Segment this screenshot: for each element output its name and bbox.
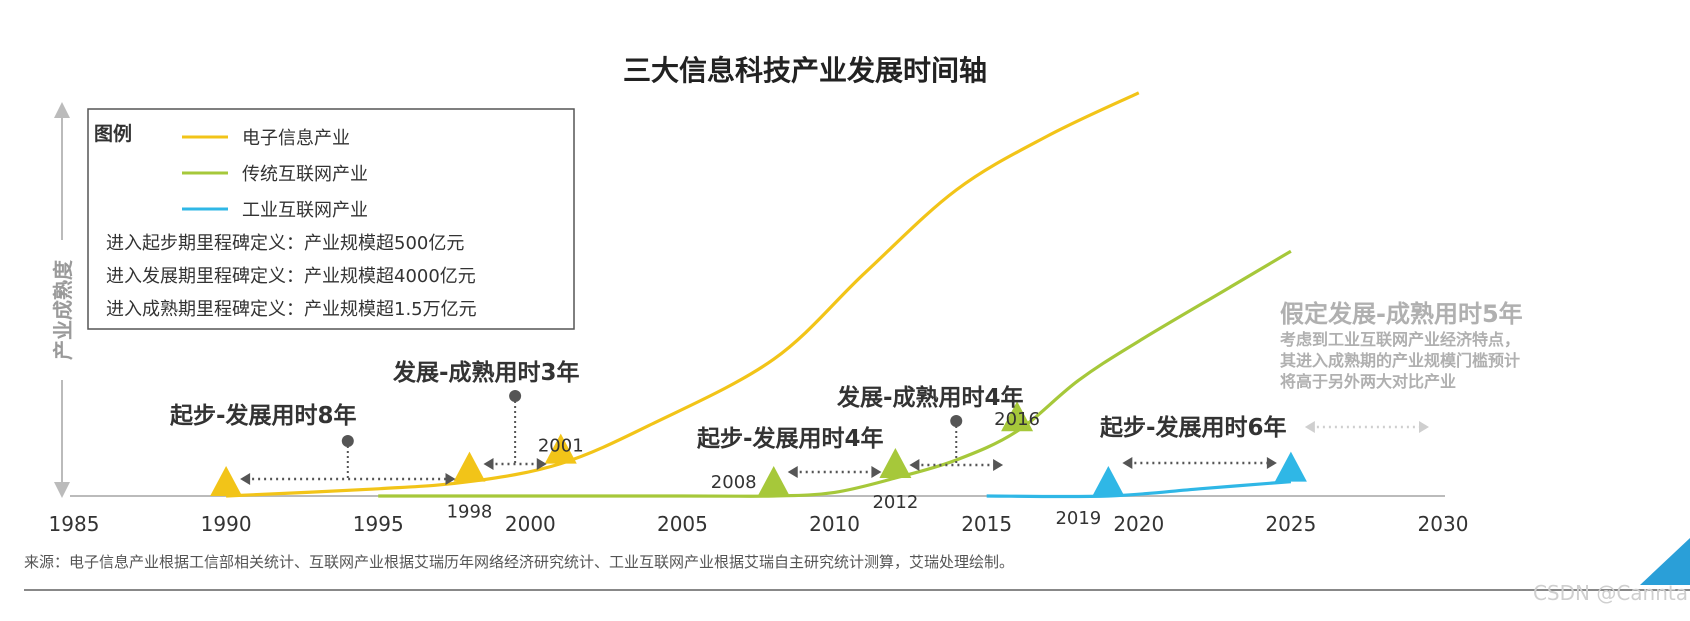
x-tick-label: 2015 <box>961 512 1012 536</box>
x-tick-label: 1985 <box>49 512 100 536</box>
source-note: 来源：电子信息产业根据工信部相关统计、互联网产业根据艾瑞历年网络经济研究统计、工… <box>24 553 1014 571</box>
x-axis-ticks: 1985 1990 1995 2000 2005 2010 2015 2020 2025 2030 <box>49 512 1469 536</box>
milestone-marker <box>210 466 243 496</box>
x-tick-label: 2010 <box>809 512 860 536</box>
y-axis-down-arrow-icon <box>54 482 70 498</box>
chart-title: 三大信息科技产业发展时间轴 <box>623 54 987 87</box>
duration-label: 起步-发展用时8年 <box>170 402 357 429</box>
milestone-marker <box>1274 451 1307 482</box>
arrow-left-icon <box>787 466 798 478</box>
milestone-marker <box>1001 401 1034 432</box>
corner-decoration <box>1640 538 1690 585</box>
milestone-markers: 1998 2001 2008 2012 2016 2019 <box>210 401 1307 529</box>
arrow-right-icon <box>445 473 456 485</box>
legend-entry-label: 传统互联网产业 <box>242 164 368 185</box>
callout-dot <box>341 435 354 447</box>
arrow-right-icon <box>993 459 1004 471</box>
milestone-marker <box>879 448 912 478</box>
duration-label: 发展-成熟用时3年 <box>392 359 580 386</box>
legend-definition: 进入发展期里程碑定义：产业规模超4000亿元 <box>106 266 476 287</box>
milestone-year-label: 2019 <box>1055 508 1101 529</box>
x-tick-label: 1990 <box>201 512 252 536</box>
duration-label: 假定发展-成熟用时5年 <box>1280 300 1523 328</box>
x-tick-label: 2030 <box>1418 512 1469 536</box>
milestone-marker <box>1092 466 1125 496</box>
milestone-year-label: 2016 <box>994 409 1040 430</box>
milestone-year-label: 2001 <box>538 436 584 457</box>
milestone-marker <box>757 466 790 496</box>
watermark: CSDN @Cannta <box>1533 581 1688 605</box>
x-tick-label: 1995 <box>353 512 404 536</box>
arrow-right-icon <box>1419 421 1429 433</box>
series-lines <box>226 91 1292 499</box>
arrow-left-icon <box>483 458 494 470</box>
arrow-right-icon <box>536 458 547 470</box>
y-axis: 产业成熟度 <box>51 102 75 498</box>
x-tick-label: 2025 <box>1265 512 1316 536</box>
legend-entry-label: 工业互联网产业 <box>242 200 368 221</box>
duration-label: 发展-成熟用时4年 <box>836 384 1024 411</box>
arrow-left-icon <box>909 459 920 471</box>
assumption-note: 考虑到工业互联网产业经济特点， 其进入成熟期的产业规模门槛预计将高于另外两大对比产… <box>1280 330 1520 391</box>
arrow-left-icon <box>1304 421 1315 433</box>
arrow-left-icon <box>1122 457 1133 469</box>
callout-dot <box>950 415 963 427</box>
legend-definition: 进入起步期里程碑定义：产业规模超500亿元 <box>106 233 464 254</box>
duration-label: 起步-发展用时6年 <box>1100 414 1287 441</box>
legend-title: 图例 <box>94 122 132 145</box>
arrow-right-icon <box>1266 457 1277 469</box>
x-tick-label: 2000 <box>505 512 556 536</box>
duration-label: 起步-发展用时4年 <box>697 425 884 452</box>
callout-dot <box>509 390 522 402</box>
legend-entry-label: 电子信息产业 <box>242 128 350 149</box>
assumption-note-line: 考虑到工业互联网产业经济特点， <box>1280 330 1520 349</box>
milestone-year-label: 2008 <box>711 472 757 493</box>
milestone-year-label: 2012 <box>872 492 918 513</box>
arrow-left-icon <box>240 473 251 485</box>
y-axis-label: 产业成熟度 <box>51 259 75 360</box>
milestone-year-label: 1998 <box>447 502 493 523</box>
milestone-marker <box>453 451 486 482</box>
arrow-right-icon <box>871 466 882 478</box>
assumption-note-line: 其进入成熟期的产业规模门槛预计 <box>1280 351 1520 370</box>
x-tick-label: 2005 <box>657 512 708 536</box>
legend-definition: 进入成熟期里程碑定义：产业规模超1.5万亿元 <box>106 299 477 320</box>
series-line-2 <box>986 480 1292 499</box>
x-tick-label: 2020 <box>1113 512 1164 536</box>
assumption-note-line: 将高于另外两大对比产业 <box>1280 372 1456 391</box>
milestone-marker <box>544 433 577 464</box>
series-line-1 <box>378 249 1292 498</box>
legend-box <box>87 108 575 330</box>
y-axis-up-arrow-icon <box>54 102 70 118</box>
series-line-0 <box>226 91 1140 498</box>
